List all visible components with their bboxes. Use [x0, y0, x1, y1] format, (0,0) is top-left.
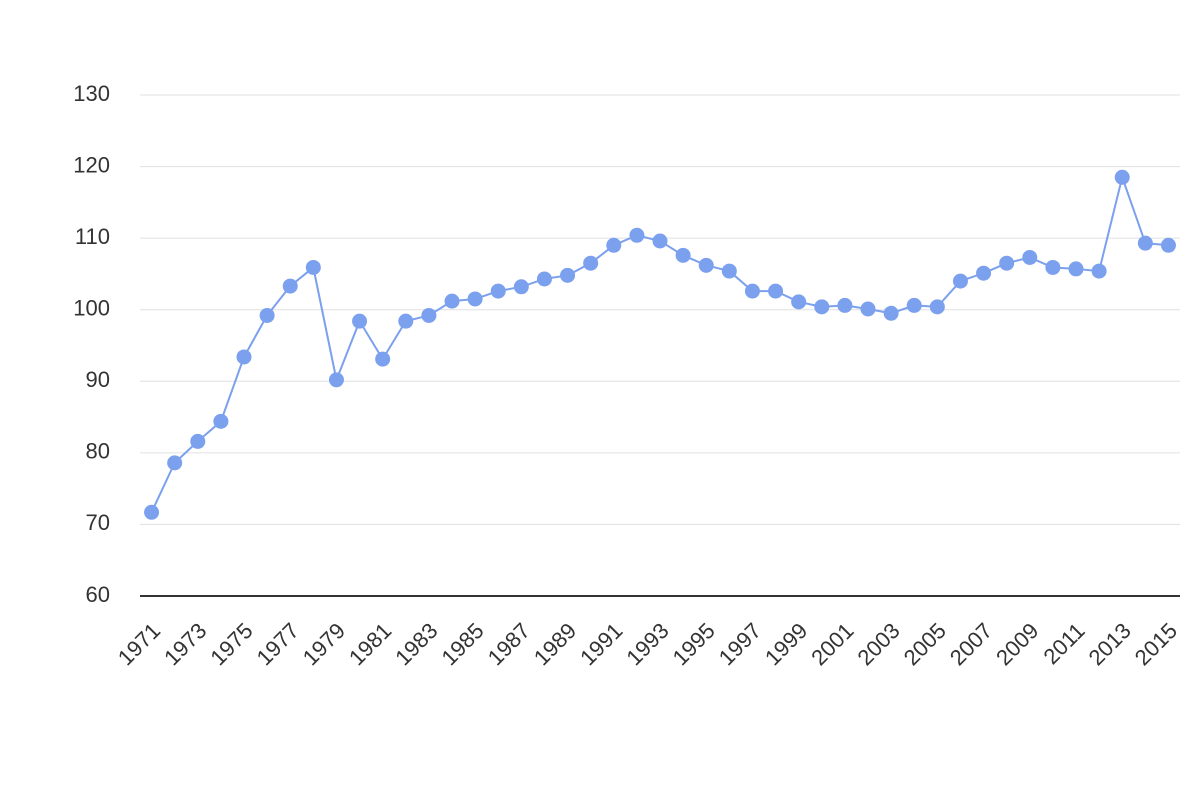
- data-point: [560, 267, 576, 283]
- x-tick-label: 2013: [1084, 618, 1136, 670]
- data-point: [583, 255, 599, 271]
- data-point: [1022, 249, 1038, 265]
- data-point: [906, 297, 922, 313]
- x-tick-label: 1989: [529, 618, 581, 670]
- data-point: [1160, 237, 1176, 253]
- x-tick-label: 1977: [252, 618, 304, 670]
- data-point: [213, 413, 229, 429]
- data-point: [467, 291, 483, 307]
- data-point: [236, 349, 252, 365]
- data-point: [721, 263, 737, 279]
- x-tick-label: 2009: [991, 618, 1043, 670]
- y-tick-label: 110: [75, 224, 110, 249]
- x-tick-label: 1995: [668, 618, 720, 670]
- data-point: [536, 271, 552, 287]
- data-point: [744, 283, 760, 299]
- x-tick-label: 2015: [1130, 618, 1182, 670]
- x-tick-label: 1983: [390, 618, 442, 670]
- y-tick-label: 60: [86, 582, 110, 607]
- x-tick-label: 1975: [205, 618, 257, 670]
- x-tick-label: 2003: [852, 618, 904, 670]
- data-point: [814, 299, 830, 315]
- data-point: [352, 313, 368, 329]
- data-point: [976, 265, 992, 281]
- data-point: [144, 504, 160, 520]
- y-tick-label: 80: [86, 439, 110, 464]
- data-point: [952, 273, 968, 289]
- x-tick-label: 1987: [483, 618, 535, 670]
- data-point: [513, 279, 529, 295]
- data-point: [1114, 169, 1130, 185]
- data-point: [929, 299, 945, 315]
- data-point: [305, 259, 321, 275]
- data-point: [837, 297, 853, 313]
- x-tick-label: 1979: [298, 618, 350, 670]
- data-point: [398, 313, 414, 329]
- data-point: [444, 293, 460, 309]
- x-tick-label: 1973: [159, 618, 211, 670]
- x-tick-label: 1971: [113, 618, 165, 670]
- data-point: [259, 307, 275, 323]
- x-tick-label: 2007: [945, 618, 997, 670]
- data-point: [490, 283, 506, 299]
- y-tick-label: 90: [86, 367, 110, 392]
- data-point: [629, 227, 645, 243]
- x-tick-label: 2001: [806, 618, 858, 670]
- x-tick-label: 1991: [575, 618, 627, 670]
- y-tick-label: 130: [73, 81, 110, 106]
- data-point: [375, 351, 391, 367]
- x-tick-label: 1985: [436, 618, 488, 670]
- data-point: [1045, 259, 1061, 275]
- y-tick-label: 70: [86, 510, 110, 535]
- data-point: [328, 372, 344, 388]
- data-point: [167, 455, 183, 471]
- data-point: [883, 305, 899, 321]
- data-point: [421, 307, 437, 323]
- x-tick-label: 2011: [1039, 618, 1090, 669]
- data-point: [282, 278, 298, 294]
- y-tick-label: 120: [73, 152, 110, 177]
- x-tick-label: 2005: [899, 618, 951, 670]
- data-point: [1068, 261, 1084, 277]
- x-tick-label: 1993: [621, 618, 673, 670]
- data-point: [1137, 235, 1153, 251]
- data-point: [768, 283, 784, 299]
- data-point: [999, 255, 1015, 271]
- x-tick-label: 1997: [714, 618, 766, 670]
- data-point: [1091, 263, 1107, 279]
- data-point: [791, 294, 807, 310]
- y-tick-label: 100: [73, 296, 110, 321]
- data-point: [606, 237, 622, 253]
- x-tick-label: 1999: [760, 618, 812, 670]
- data-point: [652, 233, 668, 249]
- x-tick-label: 1981: [344, 618, 396, 670]
- data-point: [860, 301, 876, 317]
- data-point: [190, 433, 206, 449]
- data-point: [698, 257, 714, 273]
- data-line: [150, 173, 1169, 513]
- data-point: [675, 247, 691, 263]
